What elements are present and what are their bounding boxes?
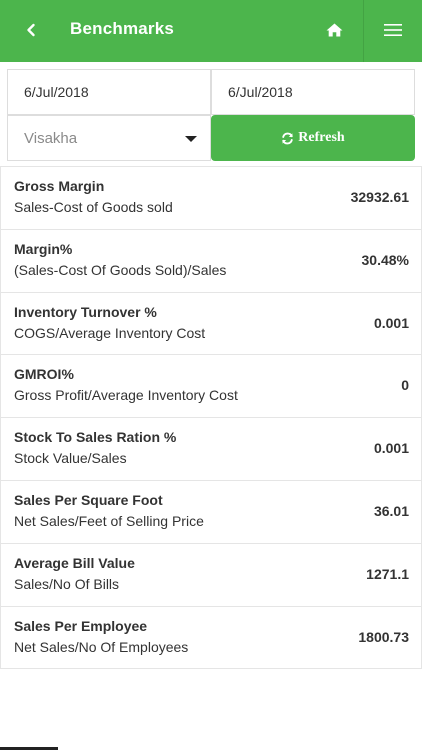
metric-formula: COGS/Average Inventory Cost — [14, 324, 206, 341]
metric-formula: Net Sales/No Of Employees — [14, 638, 189, 655]
back-button[interactable] — [14, 13, 48, 47]
metric-row: Stock To Sales Ration % Stock Value/Sale… — [0, 418, 422, 481]
metric-value: 1271.1 — [366, 565, 409, 582]
refresh-icon — [282, 132, 294, 144]
metric-value: 0 — [401, 377, 409, 394]
metric-row: Sales Per Square Foot Net Sales/Feet of … — [0, 480, 422, 544]
refresh-button[interactable]: Refresh — [211, 115, 415, 161]
metric-title: Margin% — [14, 240, 73, 257]
metric-formula: Stock Value/Sales — [14, 450, 127, 467]
metric-row: Inventory Turnover % COGS/Average Invent… — [0, 292, 422, 356]
store-select-value: Visakha — [24, 129, 78, 147]
metric-row: Gross Margin Sales-Cost of Goods sold 32… — [0, 167, 422, 230]
metric-title: Sales Per Square Foot — [14, 491, 163, 508]
metric-value: 32932.61 — [350, 189, 409, 205]
to-date-value: 6/Jul/2018 — [228, 84, 293, 100]
app-header: Benchmarks — [0, 0, 422, 62]
metric-row: Average Bill Value Sales/No Of Bills 127… — [0, 543, 422, 607]
metric-title: Stock To Sales Ration % — [14, 429, 177, 446]
from-date-value: 6/Jul/2018 — [24, 84, 89, 100]
metric-formula: Gross Profit/Average Inventory Cost — [14, 387, 238, 404]
metric-value: 0.001 — [373, 314, 409, 331]
to-date-field[interactable]: 6/Jul/2018 — [211, 69, 415, 115]
metrics-list: Gross Margin Sales-Cost of Goods sold 32… — [0, 166, 422, 670]
metric-row: Sales Per Employee Net Sales/No Of Emplo… — [0, 606, 422, 670]
metric-title: Inventory Turnover % — [14, 303, 157, 320]
menu-button[interactable] — [375, 13, 411, 47]
metric-formula: Net Sales/Feet of Selling Price — [14, 512, 204, 529]
home-icon — [326, 23, 342, 37]
header-divider — [363, 0, 364, 62]
store-select[interactable]: Visakha — [7, 115, 211, 161]
page-title: Benchmarks — [70, 19, 175, 38]
metric-row: Margin% (Sales-Cost Of Goods Sold)/Sales… — [0, 229, 422, 293]
metric-value: 36.01 — [373, 502, 409, 519]
hamburger-menu-icon — [384, 24, 402, 36]
metric-value: 1800.73 — [358, 628, 409, 645]
metric-formula: Sales/No Of Bills — [14, 575, 120, 592]
metric-formula: (Sales-Cost Of Goods Sold)/Sales — [14, 261, 227, 278]
metric-formula: Sales-Cost of Goods sold — [14, 199, 173, 215]
metric-title: Sales Per Employee — [14, 617, 148, 634]
refresh-label: Refresh — [298, 130, 345, 145]
from-date-field[interactable]: 6/Jul/2018 — [7, 69, 211, 115]
metric-title: GMROI% — [14, 366, 74, 383]
bottom-indicator — [0, 747, 58, 750]
metric-value: 0.001 — [373, 440, 409, 457]
chevron-left-icon — [27, 23, 35, 37]
home-button[interactable] — [317, 13, 351, 47]
metric-row: GMROI% Gross Profit/Average Inventory Co… — [0, 355, 422, 419]
metric-value: 30.48% — [361, 251, 409, 268]
metric-title: Average Bill Value — [14, 554, 135, 571]
metric-title: Gross Margin — [14, 178, 105, 194]
filter-panel: 6/Jul/2018 6/Jul/2018 Visakha Refresh — [0, 62, 422, 168]
caret-down-icon — [185, 136, 197, 142]
